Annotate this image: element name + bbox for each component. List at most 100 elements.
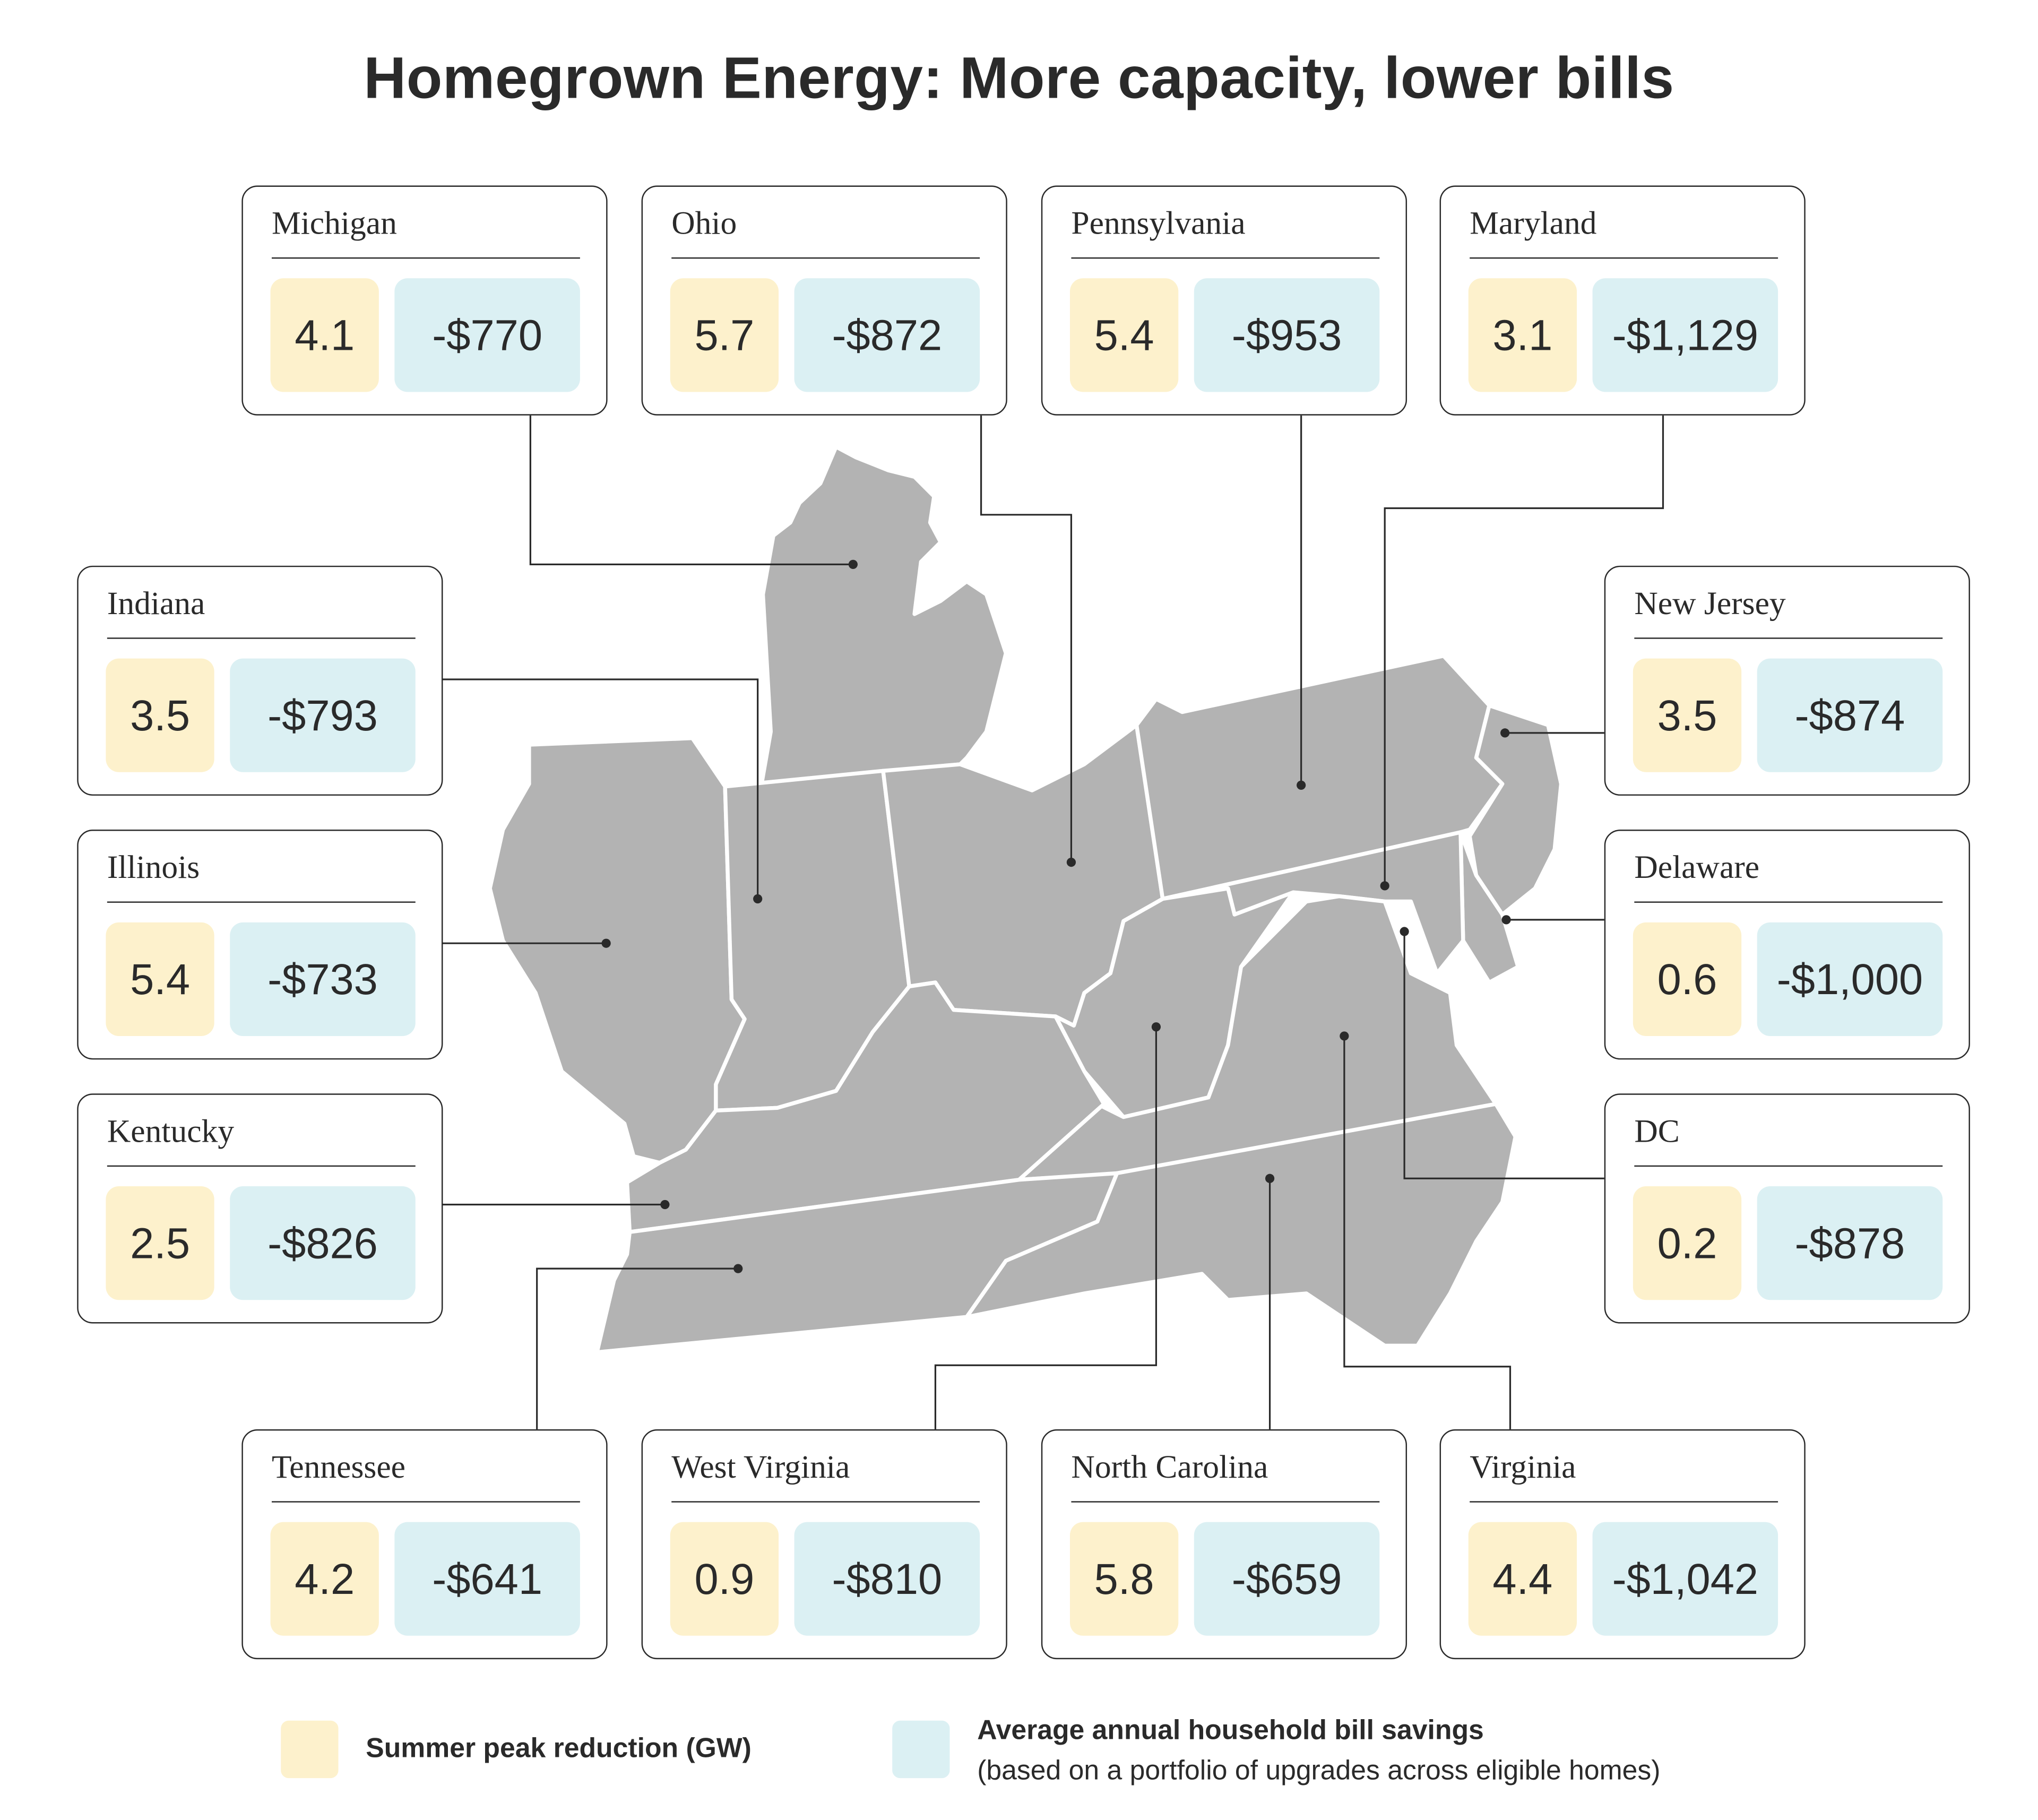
state-name: Virginia	[1470, 1450, 1576, 1486]
divider	[1470, 257, 1778, 259]
leader-line-virginia	[1343, 1036, 1512, 1429]
location-dot-tennessee	[733, 1264, 743, 1273]
bill-savings-value: -$1,042	[1592, 1522, 1778, 1636]
state-card-ohio: Ohio 5.7 -$872	[641, 185, 1007, 416]
divider	[271, 1501, 580, 1503]
peak-reduction-value: 4.4	[1468, 1522, 1577, 1636]
state-card-maryland: Maryland 3.1 -$1,129	[1439, 185, 1806, 416]
state-name: North Carolina	[1071, 1450, 1268, 1486]
state-card-michigan: Michigan 4.1 -$770	[241, 185, 608, 416]
bill-savings-value: -$770	[394, 278, 580, 392]
state-card-virginia: Virginia 4.4 -$1,042	[1439, 1429, 1806, 1660]
divider	[1470, 1501, 1778, 1503]
bill-savings-value: -$1,000	[1757, 922, 1943, 1036]
bill-savings-value: -$878	[1757, 1186, 1943, 1300]
peak-reduction-value: 0.9	[670, 1522, 779, 1636]
location-dot-maryland	[1380, 881, 1389, 891]
legend-savings-swatch	[892, 1720, 950, 1779]
divider	[1071, 257, 1380, 259]
state-name: Tennessee	[271, 1450, 405, 1486]
peak-reduction-value: 4.2	[270, 1522, 379, 1636]
location-dot-west-virginia	[1151, 1022, 1161, 1032]
location-dot-north-carolina	[1265, 1174, 1275, 1183]
location-dot-kentucky	[660, 1200, 670, 1210]
divider	[271, 257, 580, 259]
state-card-dc: DC 0.2 -$878	[1604, 1093, 1970, 1324]
state-name: West Virginia	[671, 1450, 850, 1486]
location-dot-virginia	[1340, 1031, 1349, 1041]
peak-reduction-value: 3.5	[1633, 658, 1742, 772]
bill-savings-value: -$793	[230, 658, 416, 772]
state-name: Kentucky	[107, 1114, 235, 1150]
state-card-delaware: Delaware 0.6 -$1,000	[1604, 830, 1970, 1060]
legend-savings-note: (based on a portfolio of upgrades across…	[977, 1756, 1661, 1786]
peak-reduction-value: 0.6	[1633, 922, 1742, 1036]
location-dot-ohio	[1066, 857, 1076, 867]
divider	[1634, 901, 1943, 903]
location-dot-pennsylvania	[1297, 780, 1306, 790]
state-name: Michigan	[271, 206, 397, 242]
peak-reduction-value: 4.1	[270, 278, 379, 392]
state-card-new-jersey: New Jersey 3.5 -$874	[1604, 565, 1970, 796]
divider	[671, 1501, 980, 1503]
divider	[107, 637, 416, 639]
state-card-kentucky: Kentucky 2.5 -$826	[77, 1093, 443, 1324]
state-name: Illinois	[107, 850, 200, 886]
state-card-west-virginia: West Virginia 0.9 -$810	[641, 1429, 1007, 1660]
legend-peak-swatch	[281, 1720, 339, 1779]
location-dot-new-jersey	[1500, 728, 1510, 738]
location-dot-illinois	[601, 938, 611, 948]
leader-line-maryland	[1384, 415, 1664, 886]
bill-savings-value: -$733	[230, 922, 416, 1036]
divider	[107, 1165, 416, 1167]
state-shape-illinois	[488, 736, 747, 1165]
bill-savings-value: -$953	[1194, 278, 1380, 392]
leader-line-michigan	[529, 415, 853, 565]
legend-peak-label: Summer peak reduction (GW)	[366, 1733, 752, 1764]
peak-reduction-value: 5.7	[670, 278, 779, 392]
location-dot-indiana	[753, 894, 763, 904]
page-title: Homegrown Energy: More capacity, lower b…	[364, 44, 1674, 111]
peak-reduction-value: 0.2	[1633, 1186, 1742, 1300]
leader-line-west-virginia	[934, 1027, 1158, 1429]
state-name: Indiana	[107, 586, 205, 622]
state-name: Ohio	[671, 206, 737, 242]
state-shape-michigan	[759, 445, 1008, 786]
state-card-pennsylvania: Pennsylvania 5.4 -$953	[1041, 185, 1407, 416]
peak-reduction-value: 3.1	[1468, 278, 1577, 392]
state-name: Maryland	[1470, 206, 1597, 242]
location-dot-dc	[1400, 927, 1409, 936]
state-card-tennessee: Tennessee 4.2 -$641	[241, 1429, 608, 1660]
peak-reduction-value: 2.5	[106, 1186, 214, 1300]
peak-reduction-value: 3.5	[106, 658, 214, 772]
state-shape-north-carolina	[964, 1102, 1518, 1348]
location-dot-michigan	[848, 559, 858, 569]
peak-reduction-value: 5.4	[106, 922, 214, 1036]
state-card-north-carolina: North Carolina 5.8 -$659	[1041, 1429, 1407, 1660]
state-shape-kentucky	[625, 980, 1106, 1234]
bill-savings-value: -$872	[794, 278, 980, 392]
location-dot-delaware	[1501, 915, 1511, 925]
divider	[671, 257, 980, 259]
leader-line-tennessee	[536, 1267, 738, 1429]
state-name: Delaware	[1634, 850, 1760, 886]
leader-line-indiana	[441, 678, 759, 899]
divider	[1634, 1165, 1943, 1167]
state-name: New Jersey	[1634, 586, 1786, 622]
legend-savings-label: Average annual household bill savings	[977, 1715, 1484, 1746]
state-name: DC	[1634, 1114, 1680, 1150]
bill-savings-value: -$659	[1194, 1522, 1380, 1636]
state-card-illinois: Illinois 5.4 -$733	[77, 830, 443, 1060]
bill-savings-value: -$641	[394, 1522, 580, 1636]
leader-line-dc	[1403, 931, 1604, 1179]
state-name: Pennsylvania	[1071, 206, 1246, 242]
state-card-indiana: Indiana 3.5 -$793	[77, 565, 443, 796]
leader-line-ohio	[980, 415, 1073, 862]
divider	[1071, 1501, 1380, 1503]
bill-savings-value: -$810	[794, 1522, 980, 1636]
bill-savings-value: -$826	[230, 1186, 416, 1300]
peak-reduction-value: 5.4	[1069, 278, 1179, 392]
peak-reduction-value: 5.8	[1069, 1522, 1179, 1636]
